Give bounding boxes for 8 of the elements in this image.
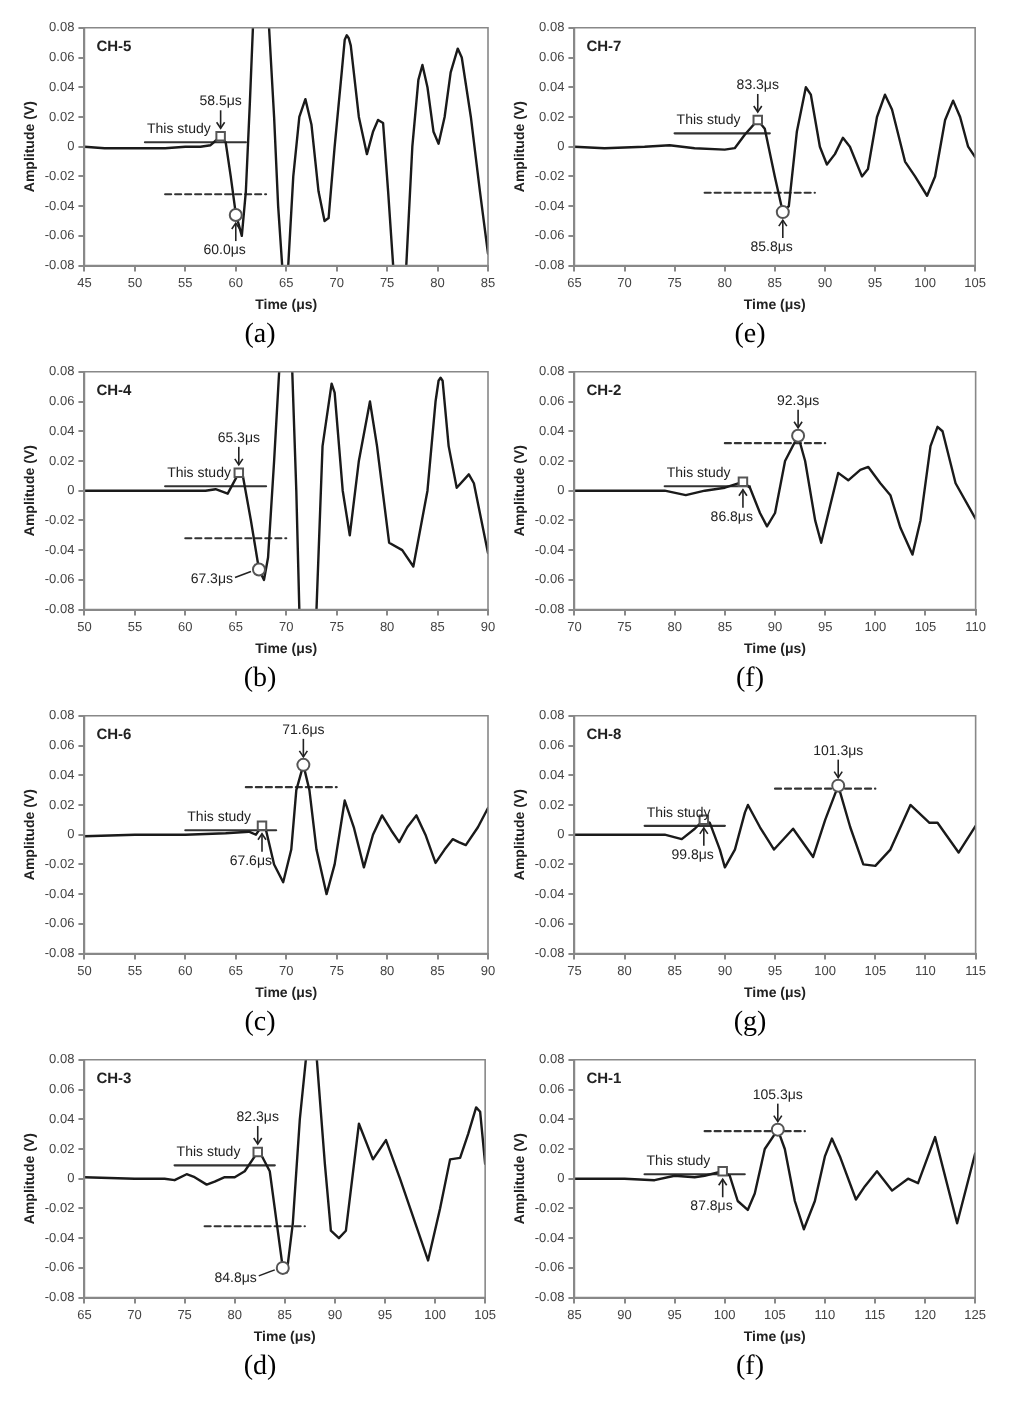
text: (b)	[243, 662, 277, 698]
text: (g)	[733, 1006, 767, 1042]
text: (c)	[244, 1006, 276, 1042]
text: (f)	[736, 1350, 764, 1386]
text: (d)	[243, 1350, 277, 1386]
text: (a)	[244, 318, 276, 354]
text: (f)	[736, 662, 764, 698]
text: (e)	[734, 318, 766, 354]
